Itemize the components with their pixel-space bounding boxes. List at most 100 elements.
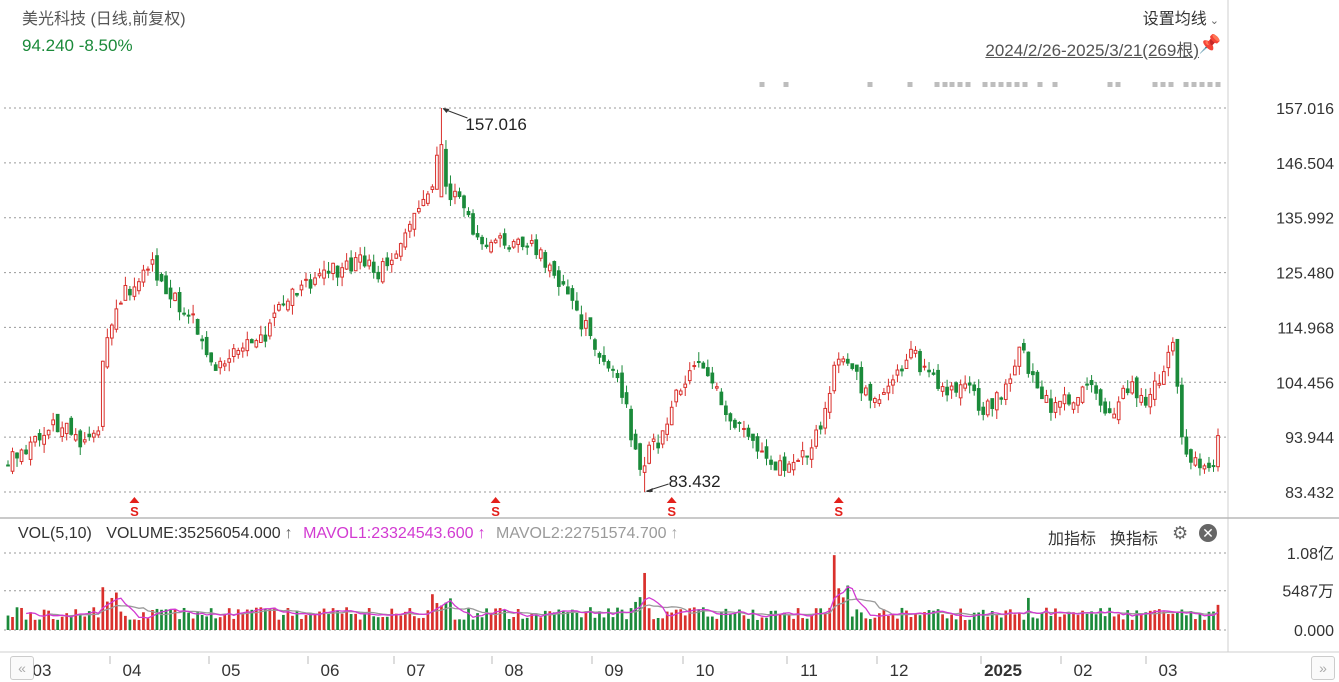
candle-body xyxy=(809,447,814,460)
candle-body xyxy=(313,277,317,285)
candle-body xyxy=(778,460,782,476)
candle-body xyxy=(882,392,886,395)
volume-bar xyxy=(453,619,457,630)
volume-bar xyxy=(1207,611,1211,630)
volume-bar xyxy=(656,617,660,630)
candle-body xyxy=(69,417,74,435)
candle-body xyxy=(376,271,381,280)
gear-icon[interactable]: ⚙ xyxy=(1172,523,1189,543)
volume-bar xyxy=(634,601,637,630)
volume-bar xyxy=(769,610,773,630)
event-marker xyxy=(1052,82,1058,87)
volume-bar xyxy=(774,610,777,630)
volume-bar xyxy=(1067,612,1071,630)
volume-bar xyxy=(747,618,750,630)
volume-bar xyxy=(498,608,502,630)
volume-bar xyxy=(1198,614,1202,630)
volume-bar xyxy=(1058,616,1062,630)
candle-body xyxy=(1089,380,1094,386)
low-arrow-head xyxy=(645,488,653,492)
date-range-link[interactable]: 2024/2/26-2025/3/21(269根) xyxy=(985,41,1199,60)
volume-bar xyxy=(1135,610,1139,630)
candle-body xyxy=(1161,371,1166,385)
x-tick-label: 06 xyxy=(321,661,340,680)
candle-body xyxy=(769,459,773,465)
volume-bar xyxy=(846,585,850,630)
candle-body xyxy=(1202,465,1207,470)
volume-bar xyxy=(918,615,922,630)
event-marker xyxy=(1168,82,1174,87)
switch-indicator-button[interactable]: 换指标 xyxy=(1110,531,1159,548)
volume-bar xyxy=(1194,619,1197,630)
volume-bar xyxy=(372,616,376,630)
candle-body xyxy=(547,264,552,272)
volume-bar xyxy=(688,608,692,630)
candle-body xyxy=(954,382,958,393)
candle-body xyxy=(498,235,502,239)
pin-icon[interactable]: 📌 xyxy=(1198,34,1221,54)
volume-bar xyxy=(340,613,344,630)
candle-body xyxy=(272,312,277,318)
candle-body xyxy=(240,347,245,352)
volume-bar xyxy=(476,613,479,630)
candle-body xyxy=(845,358,850,364)
volume-bar xyxy=(1054,608,1057,630)
volume-bar xyxy=(503,609,506,630)
candle-body xyxy=(724,405,728,416)
candle-body xyxy=(958,384,963,399)
candle-body xyxy=(466,210,471,216)
scroll-left-button[interactable]: « xyxy=(10,656,34,680)
volume-bar xyxy=(968,619,972,630)
candle-body xyxy=(37,433,42,441)
candle-body xyxy=(985,400,990,416)
price-tick-label: 146.504 xyxy=(1276,156,1334,173)
arrow-up-icon: ↑ xyxy=(670,525,679,542)
candle-body xyxy=(453,190,457,198)
candle-body xyxy=(114,308,119,330)
close-icon[interactable]: ✕ xyxy=(1199,524,1217,542)
candle-body xyxy=(787,463,791,473)
volume-bar xyxy=(105,601,109,630)
volume-bar xyxy=(647,608,651,630)
volume-bar xyxy=(1090,611,1093,630)
volume-bar xyxy=(6,615,10,630)
volume-bar xyxy=(778,614,782,630)
candle-body xyxy=(484,244,489,248)
volume-bar xyxy=(855,609,859,630)
candle-body xyxy=(1017,346,1022,367)
candle-body xyxy=(331,262,335,275)
event-marker xyxy=(949,82,955,87)
candle-body xyxy=(362,255,367,267)
volume-bar xyxy=(959,608,963,630)
candle-body xyxy=(146,268,150,271)
candle-body xyxy=(868,383,873,401)
candle-body xyxy=(773,461,778,471)
add-indicator-button[interactable]: 加指标 xyxy=(1048,531,1097,548)
volume-value: VOLUME:35256054.000 xyxy=(106,525,281,542)
volume-bar xyxy=(566,611,570,630)
x-tick-label: 12 xyxy=(890,661,909,680)
volume-bar xyxy=(652,619,655,630)
candle-body xyxy=(322,269,326,279)
candle-body xyxy=(1058,400,1062,408)
candle-body xyxy=(1170,341,1175,352)
volume-bar xyxy=(995,615,999,630)
volume-bar xyxy=(661,618,665,630)
volume-bar xyxy=(449,598,452,630)
volume-bar xyxy=(801,618,804,630)
volume-bar xyxy=(950,614,953,630)
price-tick-label: 157.016 xyxy=(1276,101,1334,118)
candle-body xyxy=(999,397,1004,400)
candle-body xyxy=(209,352,214,363)
volume-bar xyxy=(164,609,168,630)
volume-bar xyxy=(1126,610,1130,630)
candle-body xyxy=(565,286,570,295)
scroll-right-button[interactable]: » xyxy=(1311,656,1335,680)
candle-body xyxy=(380,261,385,283)
volume-bar xyxy=(295,610,299,630)
volume-bar xyxy=(1063,614,1066,630)
volume-bar xyxy=(575,612,579,630)
ma-setting-button[interactable]: 设置均线 ⌄ xyxy=(1143,5,1219,29)
candle-body xyxy=(525,245,530,248)
